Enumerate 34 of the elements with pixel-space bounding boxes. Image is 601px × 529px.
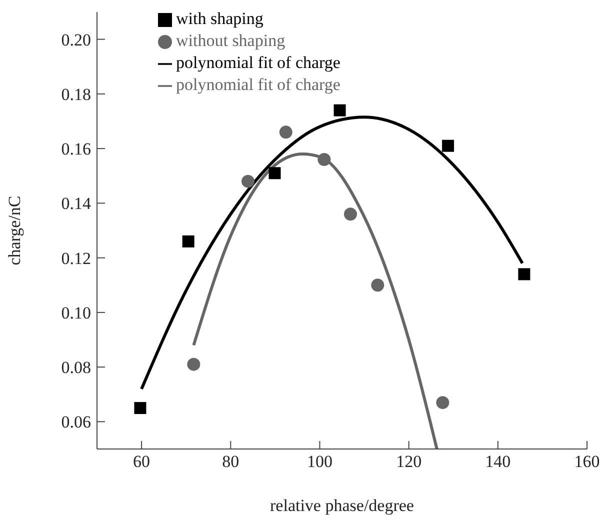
- y-tick-label: 0.06: [61, 412, 91, 432]
- legend-label: without shaping: [176, 31, 286, 50]
- x-tick-label: 60: [133, 452, 150, 472]
- y-axis-title: charge/nC: [5, 196, 24, 266]
- legend-label: polynomial fit of charge: [176, 75, 340, 94]
- point: [187, 358, 200, 371]
- point: [344, 208, 357, 221]
- x-tick-label: 160: [574, 452, 600, 472]
- point: [242, 174, 255, 188]
- point: [334, 104, 346, 116]
- legend-label: polynomial fit of charge: [176, 53, 340, 72]
- y-tick-label: 0.16: [61, 140, 91, 159]
- line-series: [192, 152, 438, 449]
- x-tick-label: 120: [396, 452, 422, 472]
- point: [134, 402, 146, 414]
- x-tick-label: 140: [485, 452, 511, 472]
- point: [279, 126, 292, 139]
- y-tick-label: 0.10: [61, 303, 91, 322]
- point: [318, 152, 331, 166]
- x-axis-title: relative phase/degree: [270, 496, 414, 515]
- y-tick-label: 0.08: [61, 358, 91, 378]
- point: [182, 235, 194, 248]
- y-tick-label: 0.14: [61, 194, 92, 214]
- point: [518, 268, 530, 280]
- point: [442, 140, 454, 152]
- x-tick-label: 100: [306, 452, 332, 472]
- y-tick-label: 0.12: [61, 248, 91, 268]
- x-tick-label: 80: [222, 452, 240, 472]
- y-tick-label: 0.20: [61, 30, 91, 50]
- point: [268, 167, 281, 180]
- point: [436, 396, 450, 410]
- y-tick-label: 0.18: [61, 84, 91, 104]
- point: [371, 278, 384, 292]
- legend-label: with shaping: [176, 9, 264, 28]
